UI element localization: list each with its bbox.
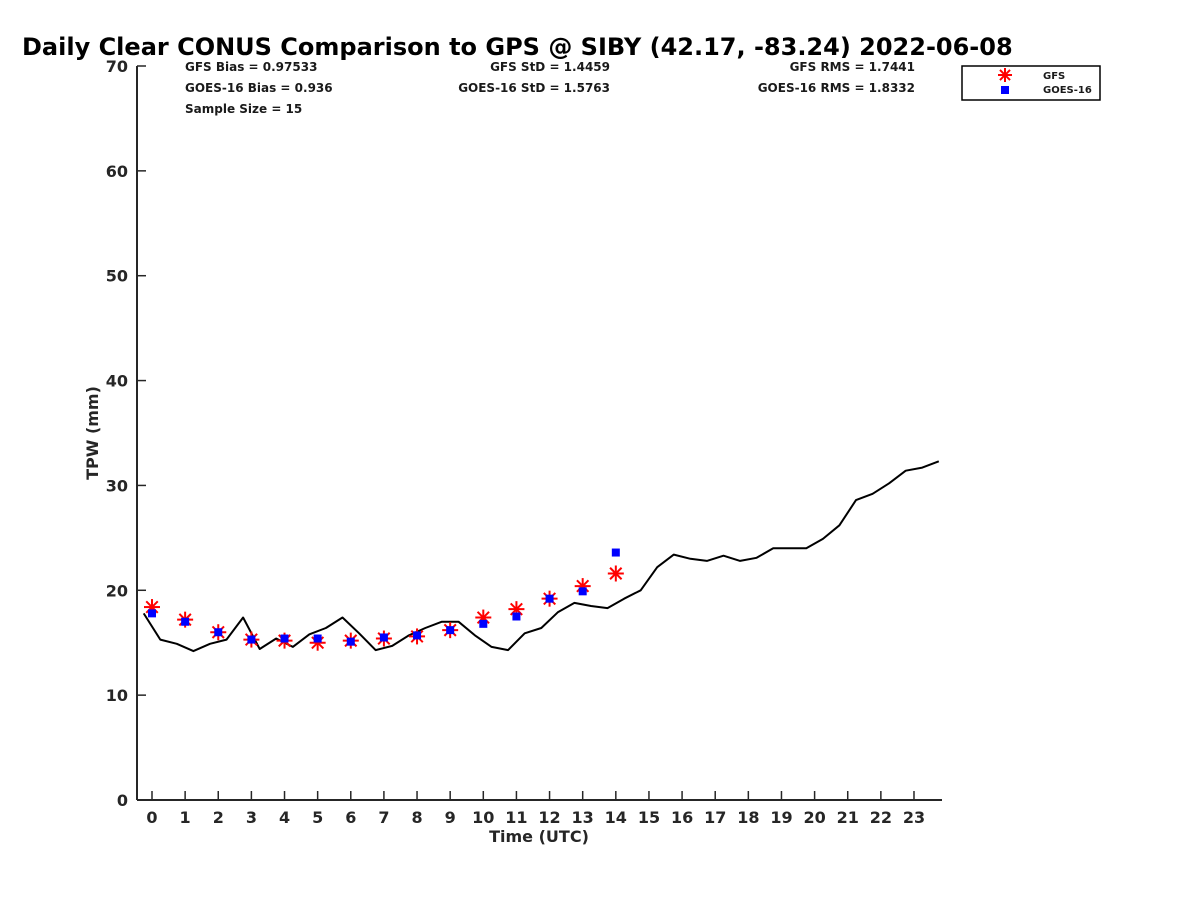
goes-point xyxy=(479,619,488,628)
x-tick-label: 17 xyxy=(704,808,726,827)
x-tick-label: 6 xyxy=(345,808,356,827)
x-tick-label: 9 xyxy=(445,808,456,827)
goes-point xyxy=(446,626,455,635)
x-tick-label: 12 xyxy=(538,808,560,827)
y-tick-label: 0 xyxy=(117,791,128,810)
x-tick-label: 1 xyxy=(180,808,191,827)
chart-title: Daily Clear CONUS Comparison to GPS @ SI… xyxy=(22,33,1013,61)
x-tick-label: 23 xyxy=(903,808,925,827)
x-tick-label: 22 xyxy=(870,808,892,827)
legend-gfs-star xyxy=(998,68,1012,82)
y-tick-label: 30 xyxy=(106,476,128,495)
goes-point xyxy=(413,631,422,640)
y-tick-label: 10 xyxy=(106,686,128,705)
y-axis-label: TPW (mm) xyxy=(83,386,102,480)
goes-bias-stat: GOES-16 Bias = 0.936 xyxy=(185,81,333,95)
goes-point xyxy=(611,548,620,557)
goes-point xyxy=(148,609,156,618)
goes-point xyxy=(247,635,256,644)
y-tick-label: 70 xyxy=(106,57,128,76)
x-tick-label: 16 xyxy=(671,808,693,827)
goes-point xyxy=(379,633,388,642)
legend-goes-label: GOES-16 xyxy=(1043,85,1092,96)
gfs-bias-stat: GFS Bias = 0.97533 xyxy=(185,60,317,74)
x-tick-label: 18 xyxy=(737,808,759,827)
legend-goes-marker xyxy=(1001,86,1009,94)
goes-point xyxy=(578,587,587,596)
goes-std-stat: GOES-16 StD = 1.5763 xyxy=(458,81,610,95)
gps-tpw-line xyxy=(142,460,940,653)
stats-block: GFS Bias = 0.97533 GOES-16 Bias = 0.936 … xyxy=(185,60,915,116)
x-tick-label: 20 xyxy=(803,808,825,827)
goes-rms-stat: GOES-16 RMS = 1.8332 xyxy=(758,81,915,95)
goes-point xyxy=(181,617,190,626)
x-tick-label: 10 xyxy=(472,808,494,827)
x-tick-label: 19 xyxy=(770,808,792,827)
gfs-star-stroke xyxy=(609,567,623,580)
x-tick-label: 15 xyxy=(638,808,660,827)
x-tick-label: 5 xyxy=(312,808,323,827)
gps-line-layer xyxy=(142,460,940,653)
y-tick-label: 60 xyxy=(106,162,128,181)
x-tick-label: 13 xyxy=(572,808,594,827)
legend-box xyxy=(961,65,1101,101)
legend-gfs-label: GFS xyxy=(1043,71,1065,82)
goes-point xyxy=(280,634,289,643)
goes-point xyxy=(214,628,223,637)
x-tick-label: 11 xyxy=(505,808,527,827)
y-tick-label: 20 xyxy=(106,581,128,600)
x-tick-label: 2 xyxy=(213,808,224,827)
y-tick-label: 50 xyxy=(106,267,128,286)
x-tick-label: 14 xyxy=(605,808,627,827)
goes-point xyxy=(346,637,355,646)
x-tick-label: 8 xyxy=(411,808,422,827)
marker-layer xyxy=(144,548,624,651)
x-tick-label: 7 xyxy=(378,808,389,827)
goes-point xyxy=(545,594,554,603)
gfs-std-stat: GFS StD = 1.4459 xyxy=(490,60,610,74)
x-tick-label: 21 xyxy=(837,808,859,827)
goes-point xyxy=(313,634,322,643)
x-tick-label: 0 xyxy=(146,808,157,827)
x-axis-label: Time (UTC) xyxy=(489,827,589,846)
legend: GFS GOES-16 xyxy=(961,65,1101,101)
goes-point xyxy=(512,612,521,621)
gfs-star-stroke xyxy=(999,69,1011,81)
legend-gfs-marker xyxy=(998,68,1012,82)
x-tick-label: 4 xyxy=(279,808,290,827)
gfs-point xyxy=(607,565,624,582)
gfs-rms-stat: GFS RMS = 1.7441 xyxy=(790,60,915,74)
x-tick-label: 3 xyxy=(246,808,257,827)
sample-size-stat: Sample Size = 15 xyxy=(185,102,302,116)
y-tick-label: 40 xyxy=(106,372,128,391)
